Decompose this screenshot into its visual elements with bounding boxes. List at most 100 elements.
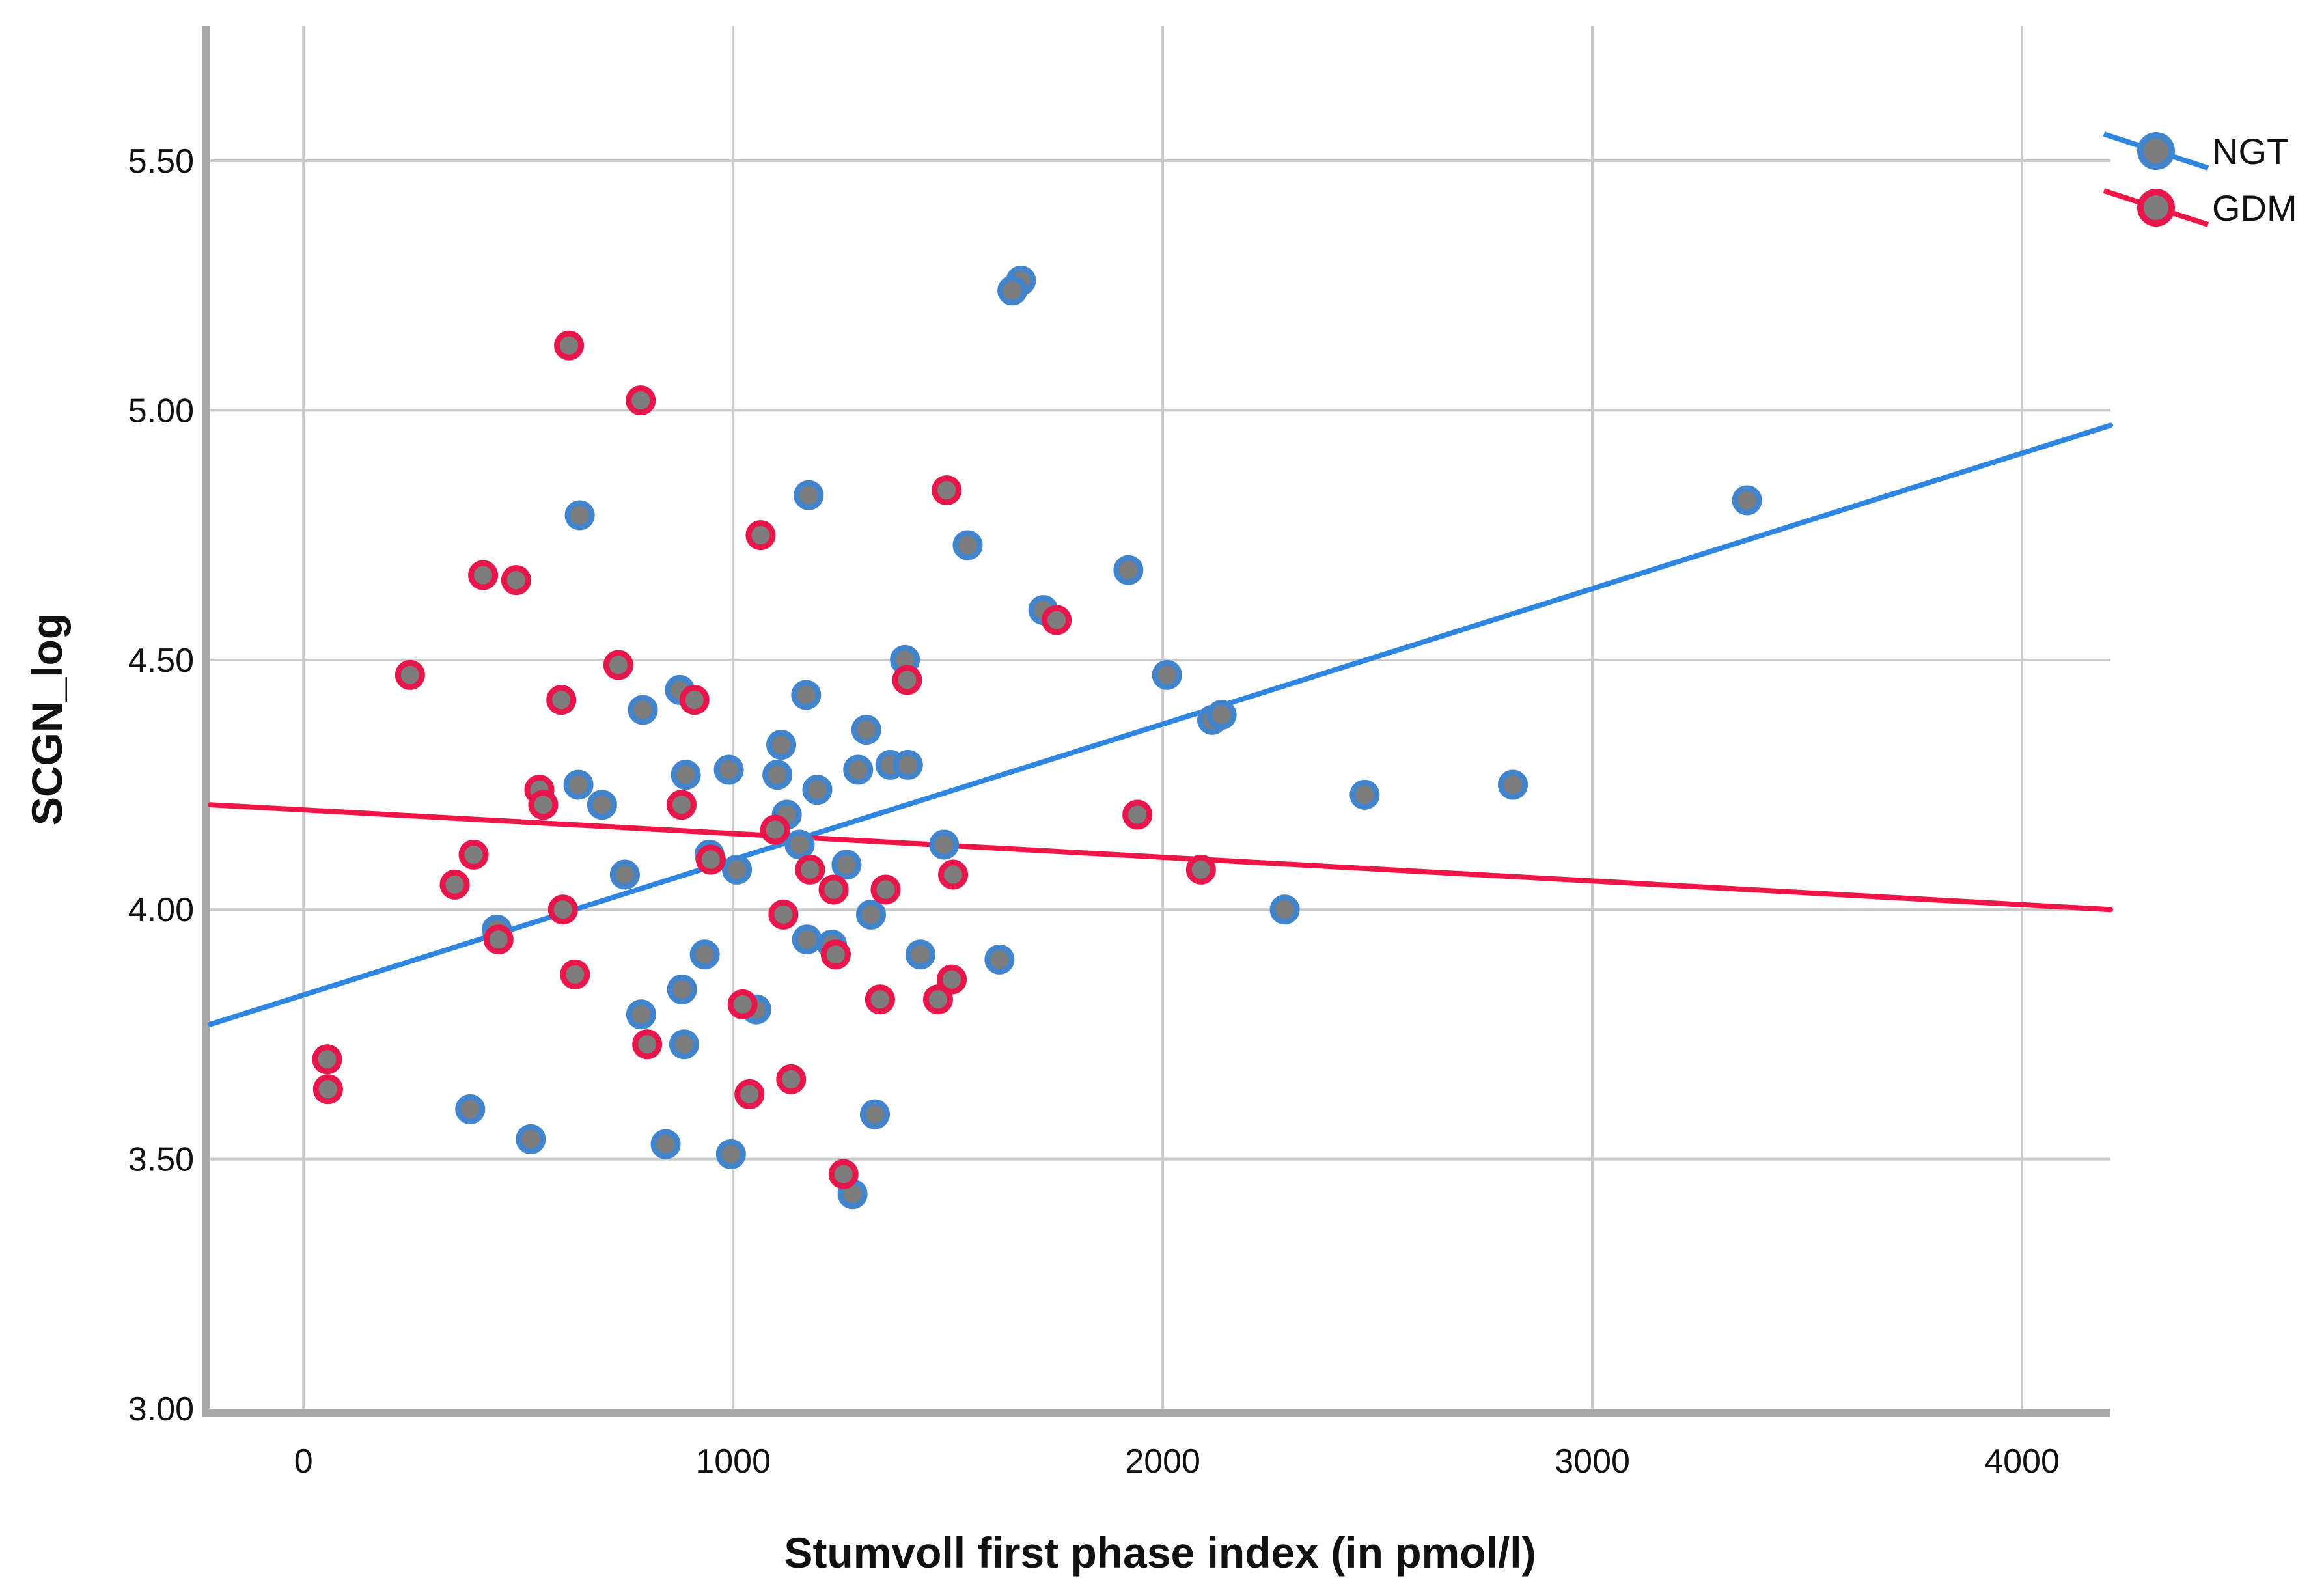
y-tick-label: 4.50 (128, 642, 194, 680)
ngt-point (784, 829, 815, 860)
x-axis-title: Stumvoll first phase index (in pmol/l) (784, 1529, 1536, 1577)
ngt-point (671, 760, 701, 790)
ngt-legend-label: NGT (2212, 131, 2289, 172)
ngt-point (791, 680, 822, 710)
x-tick-label: 4000 (1984, 1443, 2060, 1480)
ngt-point (564, 500, 595, 531)
gdm-point (666, 790, 697, 820)
y-axis-bar (202, 26, 210, 1417)
ngt-point (794, 480, 824, 510)
ngt-point (563, 769, 594, 800)
ngt-point (689, 939, 720, 970)
gdm-point (828, 1159, 859, 1189)
ngt-point (667, 974, 697, 1004)
ngt-point (792, 924, 822, 955)
gdm-point (603, 650, 633, 680)
gdm-point (818, 874, 849, 905)
gdm-point (468, 560, 499, 590)
x-tick-label: 3000 (1555, 1443, 1630, 1480)
gdm-point (501, 565, 531, 596)
y-tick-label: 4.00 (128, 891, 194, 929)
data-points (312, 266, 1762, 1210)
gdm-point (546, 685, 577, 715)
ngt-point (722, 854, 753, 885)
gdm-point (312, 1044, 342, 1075)
ngt-point (892, 749, 923, 780)
ngt-point (628, 695, 658, 725)
gdm-point (312, 1074, 343, 1105)
tick-labels: 3.00 3.50 4.00 4.50 5.00 5.50 0 1000 2000 3000 400… (128, 143, 2060, 1480)
gdm-point (483, 924, 514, 955)
ngt-point (1497, 769, 1528, 800)
y-tick-label: 5.00 (128, 392, 194, 430)
ngt-point (1206, 700, 1237, 730)
gdm-point (1042, 605, 1072, 635)
gdm-point (394, 659, 425, 690)
gdm-point (776, 1064, 807, 1094)
gdm-point (1185, 854, 1216, 885)
ngt-point (609, 859, 640, 890)
ngt-point (587, 790, 617, 820)
ngt-point (1732, 485, 1762, 516)
x-axis-bar (202, 1409, 2110, 1417)
legend-entry-ngt: NGT (2103, 131, 2289, 172)
gdm-point (547, 894, 578, 925)
legend-entry-gdm: GDM (2103, 187, 2297, 228)
gdm-point (528, 790, 559, 820)
gdm-point (768, 899, 799, 930)
gdm-point (932, 475, 962, 506)
ngt-point (715, 1139, 746, 1169)
gdm-point (695, 844, 726, 875)
ngt-point (1269, 894, 1300, 925)
gdm-legend-label: GDM (2212, 187, 2297, 228)
gdm-point (820, 939, 851, 970)
gdm-point (795, 854, 825, 885)
ngt-legend-marker-icon (2137, 132, 2175, 170)
ngt-point (1113, 555, 1144, 585)
ngt-point (851, 715, 881, 745)
ngt-point (856, 899, 887, 930)
ngt-point (831, 850, 862, 880)
gdm-point (734, 1079, 765, 1109)
ngt-point (516, 1124, 546, 1154)
gdm-point (554, 330, 585, 361)
ngt-point (762, 760, 793, 790)
gdm-point (745, 520, 776, 551)
gdm-point (937, 964, 967, 995)
x-tick-label: 0 (294, 1443, 313, 1480)
y-tick-label: 5.50 (128, 143, 194, 180)
gdm-point (760, 814, 790, 845)
gdm-point (439, 869, 470, 900)
ngt-point (843, 754, 874, 785)
ngt-point (455, 1094, 486, 1124)
ngt-point (984, 944, 1015, 975)
ngt-point (669, 1029, 699, 1060)
gdm-point (1122, 799, 1153, 830)
x-tick-label: 1000 (695, 1443, 771, 1480)
x-tick-label: 2000 (1125, 1443, 1200, 1480)
ngt-point (713, 754, 744, 785)
y-axis-title: SCGN_log (23, 613, 71, 825)
ngt-point (997, 275, 1028, 306)
gdm-point (938, 859, 969, 890)
gdm-point (892, 665, 922, 695)
gdm-point (727, 989, 758, 1019)
gdm-point (922, 984, 953, 1015)
gridlines (210, 26, 2110, 1409)
y-tick-label: 3.00 (128, 1390, 194, 1428)
gdm-point (560, 959, 590, 989)
y-tick-label: 3.50 (128, 1141, 194, 1179)
ngt-point (1349, 779, 1380, 810)
ngt-point (952, 530, 983, 560)
fit-lines (208, 422, 2113, 1027)
ngt-point (1152, 659, 1182, 690)
ngt-fit-line (208, 422, 2113, 1027)
ngt-point (929, 829, 960, 860)
gdm-fit-line (208, 802, 2113, 913)
ngt-point (650, 1129, 681, 1159)
gdm-point (865, 984, 895, 1015)
gdm-point (870, 874, 901, 905)
ngt-point (766, 730, 797, 760)
ngt-point (802, 775, 833, 805)
